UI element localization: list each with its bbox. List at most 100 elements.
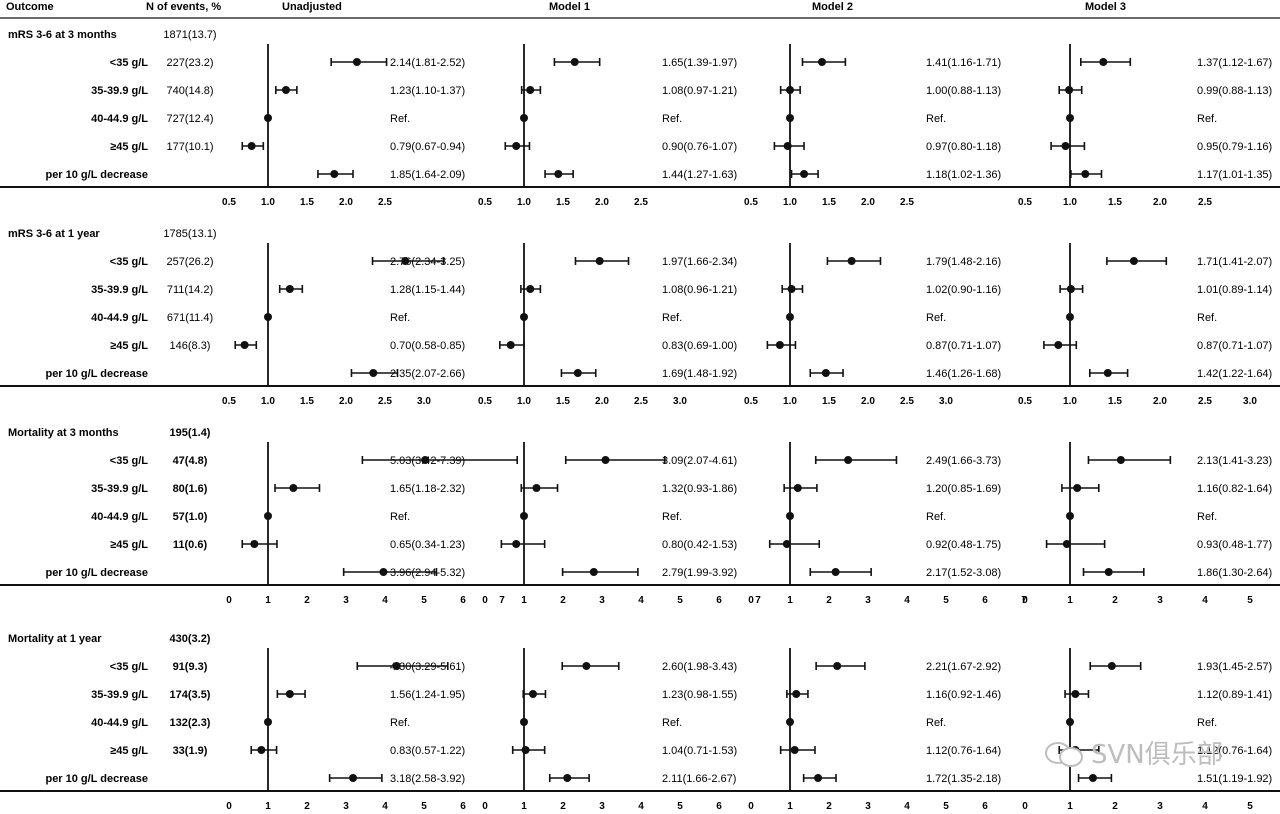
axis-tick-label: 2 [560,595,566,606]
point-estimate [601,456,610,464]
estimate-text: 1.02(0.90-1.16) [926,284,1001,296]
axis-tick-label: 0 [226,595,232,606]
point-estimate [786,114,794,122]
point-estimate [285,690,294,698]
point-estimate [775,341,784,349]
point-estimate [831,568,840,576]
row-label: ≥45 g/L [110,745,148,757]
row-events: 257(26.2) [166,256,213,268]
axis-tick-label: 2.5 [1198,197,1212,208]
point-estimate [240,341,249,349]
forest-block: Mortality at 1 year 430(3.2) <35 g/L 91(9.3… [0,633,1280,812]
estimate-text: 1.56(1.24-1.95) [390,689,465,701]
axis-tick-label: 5 [943,801,949,812]
point-estimate [379,568,388,576]
axis-tick-label: 3 [343,595,349,606]
row-events: 47(4.8) [173,455,208,467]
axis-tick-label: 5 [677,801,683,812]
axis-tick-label: 7 [499,595,505,606]
axis-tick-label: 1.0 [517,197,531,208]
axis-tick-label: 1.0 [261,396,275,407]
point-estimate [526,285,535,293]
axis-tick-label: 1.5 [1108,396,1122,407]
estimate-text: 1.28(1.15-1.44) [390,284,465,296]
axis-tick-label: 3 [343,801,349,812]
estimate-text: 0.90(0.76-1.07) [662,141,737,153]
axis-tick-label: 2 [304,595,310,606]
estimate-text: 4.30(3.29-5.61) [390,661,465,673]
estimate-text: 3.96(2.94-5.32) [390,567,465,579]
point-estimate [595,257,604,265]
point-estimate [782,540,791,548]
point-estimate [786,86,794,94]
row-events: 11(0.6) [173,539,208,551]
row-events: 174(3.5) [170,689,211,701]
row-label: 35-39.9 g/L [91,284,148,296]
row-label: 35-39.9 g/L [91,85,148,97]
estimate-text: 1.72(1.35-2.18) [926,773,1001,785]
estimate-text: 0.83(0.57-1.22) [390,745,465,757]
row-events: 671(11.4) [167,312,213,324]
row-label: ≥45 g/L [110,141,148,153]
estimate-text: Ref. [390,717,410,729]
estimate-text: Ref. [662,113,682,125]
point-estimate [352,58,361,66]
block-title: Mortality at 1 year [8,633,102,645]
point-estimate [821,369,830,377]
point-estimate [1104,568,1113,576]
point-estimate [264,313,272,321]
axis-tick-label: 2.0 [595,197,609,208]
point-estimate [392,662,401,670]
forest-block: mRS 3-6 at 3 months 1871(13.7) <35 g/L 227(… [0,29,1280,208]
axis-tick-label: 0.5 [222,396,236,407]
axis-tick-label: 2.5 [900,197,914,208]
axis-tick-label: 2.0 [339,396,353,407]
estimate-text: 0.93(0.48-1.77) [1197,539,1272,551]
axis-tick-label: 1 [521,595,527,606]
axis-tick-label: 2.5 [378,197,392,208]
point-estimate [1103,369,1112,377]
estimate-text: 1.16(0.92-1.46) [926,689,1001,701]
point-estimate [401,257,410,265]
estimate-text: 0.87(0.71-1.07) [926,340,1001,352]
axis-tick-label: 0.5 [744,396,758,407]
row-label: per 10 g/L decrease [45,567,148,579]
axis-tick-label: 2.0 [595,396,609,407]
point-estimate [814,774,823,782]
estimate-text: Ref. [662,312,682,324]
row-label: <35 g/L [110,256,148,268]
axis-tick-label: 2.0 [861,396,875,407]
point-estimate [528,690,537,698]
axis-tick-label: 2 [826,595,832,606]
estimate-text: 1.69(1.48-1.92) [662,368,737,380]
axis-tick-label: 1.5 [300,197,314,208]
axis-tick-label: 4 [904,801,910,812]
estimate-text: 1.37(1.12-1.67) [1197,57,1272,69]
axis-tick-label: 2 [1112,595,1118,606]
estimate-text: 2.60(1.98-3.43) [662,661,737,673]
estimate-text: 1.32(0.93-1.86) [662,483,737,495]
row-events: 146(8.3) [170,340,211,352]
point-estimate [1073,484,1082,492]
estimate-text: Ref. [926,511,946,523]
header-events: N of events, % [146,1,221,13]
point-estimate [573,369,582,377]
point-estimate [786,313,794,321]
row-label: 40-44.9 g/L [91,312,148,324]
estimate-text: 2.21(1.67-2.92) [926,661,1001,673]
point-estimate [570,58,579,66]
axis-tick-label: 5 [943,595,949,606]
axis-tick-label: 2 [1112,801,1118,812]
axis-tick-label: 3 [865,595,871,606]
estimate-text: 1.17(1.01-1.35) [1197,169,1272,181]
point-estimate [521,746,530,754]
axis-tick-label: 2 [560,801,566,812]
axis-tick-label: 1.5 [556,396,570,407]
estimate-text: 2.11(1.66-2.67) [662,773,736,785]
point-estimate [589,568,598,576]
estimate-text: Ref. [390,511,410,523]
axis-tick-label: 0 [482,801,488,812]
wechat-logo-icon [1045,738,1083,767]
axis-tick-label: 3.0 [417,396,431,407]
